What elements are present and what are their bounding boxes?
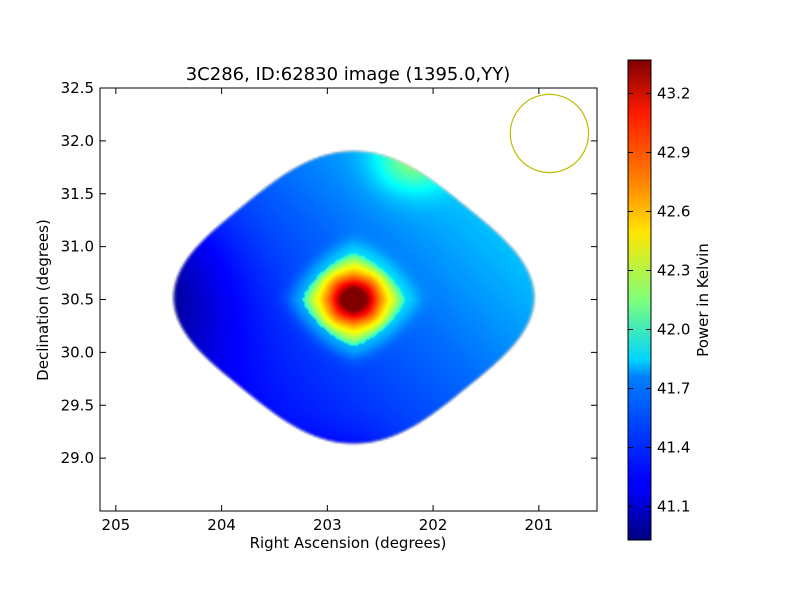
y-tick-label: 29.5 <box>61 396 94 414</box>
colorbar-tick-label: 41.4 <box>657 439 690 457</box>
y-tick-label: 30.0 <box>61 343 94 361</box>
beam-circle <box>509 93 590 174</box>
x-tick-label: 201 <box>525 516 554 534</box>
x-tick-label: 202 <box>419 516 448 534</box>
y-axis: 29.0 29.5 30.0 30.5 31.0 31.5 32.0 32.5 <box>61 79 597 467</box>
colorbar-frame <box>627 59 652 541</box>
y-tick-label: 31.5 <box>61 185 94 203</box>
x-axis: 205 204 203 202 201 <box>102 88 554 534</box>
colorbar-tick-label: 43.2 <box>657 84 690 102</box>
y-tick-label: 32.0 <box>61 132 94 150</box>
x-tick-label: 205 <box>102 516 131 534</box>
y-tick-label: 30.5 <box>61 291 94 309</box>
heatmap-layer <box>100 88 597 511</box>
colorbar-tick-label: 42.6 <box>657 202 690 220</box>
colorbar-tick-label: 41.1 <box>657 498 690 516</box>
y-tick-label: 32.5 <box>61 79 94 97</box>
colorbar-ticks: 41.1 41.4 41.7 42.0 42.3 42.6 42.9 43.2 <box>628 84 690 516</box>
y-tick-label: 29.0 <box>61 449 94 467</box>
x-axis-label: Right Ascension (degrees) <box>250 534 447 552</box>
heatmap-image <box>100 88 597 511</box>
y-tick-label: 31.0 <box>61 238 94 256</box>
colorbar-tick-label: 42.3 <box>657 261 690 279</box>
x-tick-label: 204 <box>207 516 236 534</box>
colorbar-gradient <box>628 60 651 540</box>
y-axis-label: Declination (degrees) <box>34 219 52 381</box>
chart-title: 3C286, ID:62830 image (1395.0,YY) <box>186 64 511 85</box>
x-tick-label: 203 <box>313 516 342 534</box>
colorbar-tick-label: 42.0 <box>657 321 690 339</box>
colorbar-label: Power in Kelvin <box>694 243 712 357</box>
colorbar-tick-label: 42.9 <box>657 143 690 161</box>
colorbar-tick-label: 41.7 <box>657 380 690 398</box>
